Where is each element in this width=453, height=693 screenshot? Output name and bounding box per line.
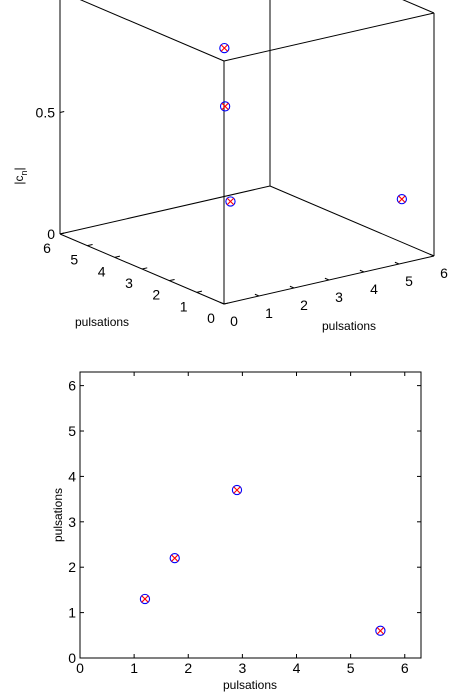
data-point-3d — [219, 101, 231, 112]
x-tick-label-3d: 0 — [230, 313, 238, 329]
data-point-2d — [169, 552, 180, 564]
y-tick-label-2d: 1 — [68, 605, 76, 621]
x-tick-label-3d: 4 — [370, 281, 378, 297]
y-tick-label-3d: 2 — [152, 287, 160, 303]
x-tick-label-2d: 5 — [347, 660, 355, 676]
x-axis-label-3d: pulsations — [322, 319, 376, 333]
y-tick-label-3d: 6 — [43, 240, 51, 256]
y-tick-label-2d: 5 — [68, 423, 76, 439]
z-axis-label-end: | — [12, 167, 26, 170]
y-tick-label-3d: 3 — [125, 275, 133, 291]
z-tick-label-3d: 0 — [47, 226, 55, 242]
x-tick-label-2d: 0 — [76, 660, 84, 676]
data-points-3d — [219, 42, 407, 207]
y-tick-label-3d: 0 — [207, 310, 215, 326]
z-axis-label-3d: |cn| — [12, 167, 29, 184]
y-tick-label-3d: 4 — [98, 263, 106, 279]
z-axis-label-subscript: n — [19, 170, 29, 175]
x-tick-label-2d: 3 — [238, 660, 246, 676]
x-tick-label-3d: 2 — [300, 297, 308, 313]
y-tick-label-2d: 6 — [68, 378, 76, 394]
data-point-2d — [139, 593, 151, 605]
x-tick-label-3d: 3 — [335, 289, 343, 305]
data-point-3d — [225, 196, 236, 207]
y-tick-label-3d: 5 — [70, 252, 78, 268]
tick-labels-2d: 0 1 2 3 4 5 6 0 1 2 3 4 5 6 — [68, 372, 421, 676]
data-point-2d — [231, 484, 243, 496]
z-axis-label-main: |c — [12, 176, 26, 185]
x-tick-label-2d: 6 — [401, 660, 409, 676]
x-tick-label-3d: 6 — [440, 265, 448, 281]
scatter-2d-chart: 0 1 2 3 4 5 6 0 1 2 3 4 5 6 pulsations pulsations — [51, 371, 422, 692]
z-tick-label-3d: 0.5 — [36, 105, 56, 121]
y-tick-label-2d: 0 — [68, 650, 76, 666]
plot-area-2d — [79, 371, 422, 659]
svg-text:|cn|: |cn| — [12, 167, 29, 184]
y-tick-label-2d: 4 — [68, 468, 76, 484]
y-tick-label-2d: 2 — [68, 559, 76, 575]
data-points-2d — [139, 484, 386, 636]
y-tick-label-2d: 3 — [68, 514, 76, 530]
x-tick-label-2d: 1 — [130, 660, 138, 676]
x-axis-label-2d: pulsations — [223, 678, 277, 692]
x-tick-label-3d: 1 — [265, 305, 273, 321]
data-point-3d — [219, 42, 230, 54]
x-tick-label-3d: 5 — [405, 273, 413, 289]
axes-box-3d — [59, 0, 435, 305]
data-point-3d — [396, 193, 407, 205]
data-point-2d — [375, 625, 386, 636]
y-axis-label-2d: pulsations — [51, 488, 65, 542]
x-tick-label-2d: 4 — [293, 660, 301, 676]
y-tick-label-3d: 1 — [180, 298, 188, 314]
y-axis-label-3d: pulsations — [75, 315, 129, 329]
x-tick-label-2d: 2 — [184, 660, 192, 676]
